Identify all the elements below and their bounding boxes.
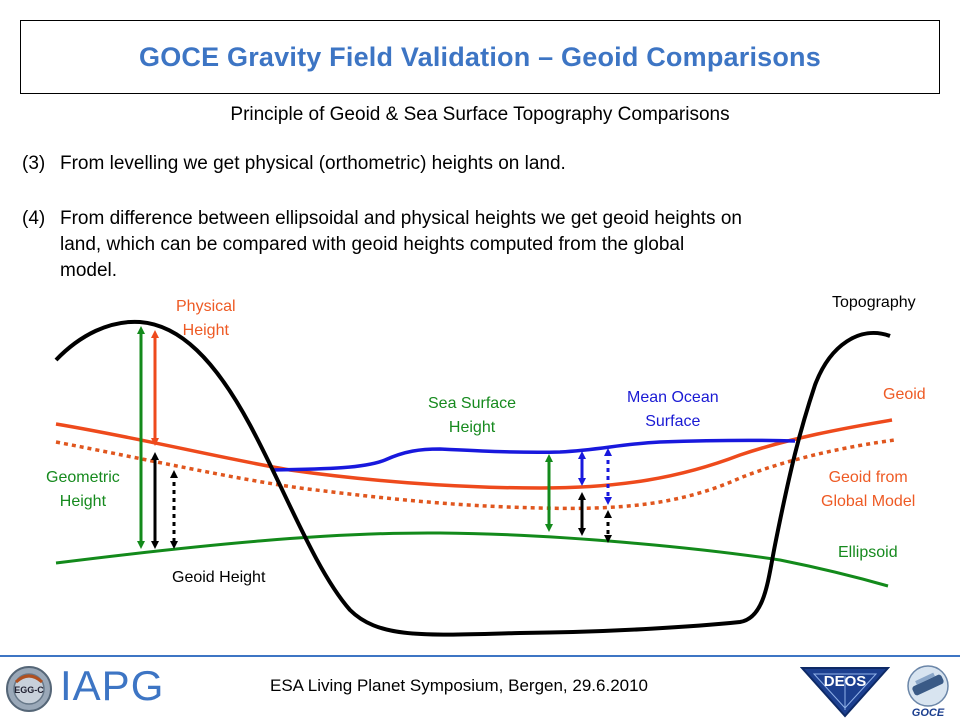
goce-logo: GOCE [907,665,949,718]
egg-c-logo: EGG-C [6,666,52,712]
point-3-text: From levelling we get physical (orthomet… [60,153,566,174]
geoid-global-model-label: Geoid from Global Model [821,469,916,510]
geoid-global-model-curve [55,438,896,511]
point-4-line2: land, which can be compared with geoid h… [60,234,685,255]
point-4-line1: From difference between ellipsoidal and … [60,208,742,229]
point-4-line3: model. [60,260,118,281]
iapg-logo: IAPG [60,662,165,709]
geoid-label: Geoid [883,386,926,403]
sea-surface-height-label: Sea Surface Height [428,395,517,436]
ellipsoid-curve [55,531,889,588]
point-3-number: (3) [22,153,46,174]
mean-ocean-surface-label: Mean Ocean Surface [627,389,719,430]
point-3: (3) From levelling we get physical (ortho… [22,151,942,177]
footer-text: ESA Living Planet Symposium, Bergen, 29.… [270,676,649,695]
page-title: GOCE Gravity Field Validation – Geoid Co… [139,41,821,72]
topography-curve [54,319,891,637]
physical-height-label: Physical Height [176,298,236,339]
topography-label: Topography [832,294,916,311]
geoid-height-label: Geoid Height [172,569,266,586]
subtitle: Principle of Geoid & Sea Surface Topogra… [230,104,730,125]
deos-logo: DEOS [800,667,890,718]
ellipsoid-label: Ellipsoid [838,544,898,561]
svg-text:EGG-C: EGG-C [14,685,44,695]
mean-ocean-surface-curve [271,438,796,472]
svg-text:DEOS: DEOS [824,673,867,690]
geoid-curve [55,418,893,490]
point-4: (4) From difference between ellipsoidal a… [22,206,942,284]
point-4-number: (4) [22,208,46,229]
svg-text:GOCE: GOCE [912,707,945,718]
footer-divider [0,655,960,657]
title-box: GOCE Gravity Field Validation – Geoid Co… [20,20,940,94]
geometric-height-label: Geometric Height [46,469,120,510]
